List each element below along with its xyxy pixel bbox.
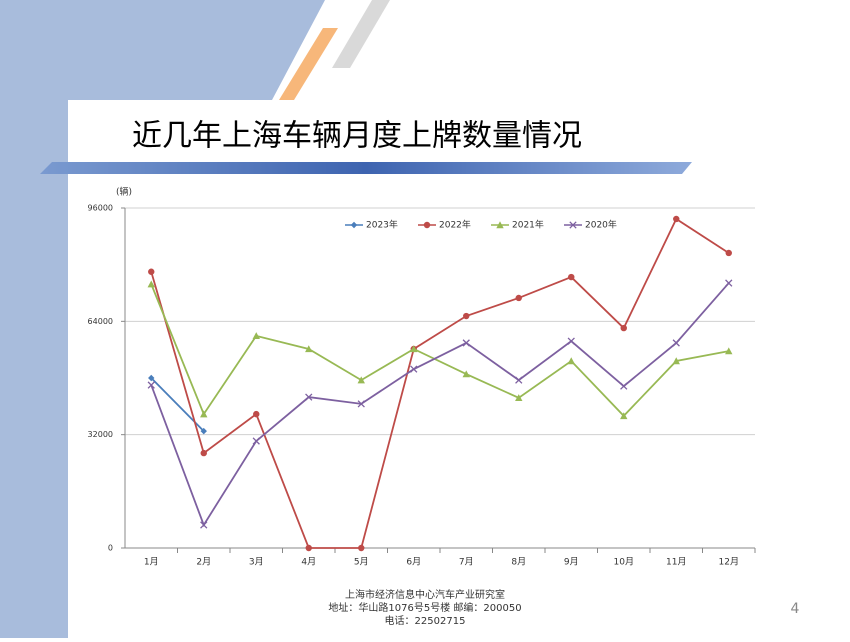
marker	[568, 273, 575, 281]
marker	[200, 521, 208, 529]
marker	[410, 345, 418, 353]
marker	[305, 393, 313, 401]
marker	[147, 381, 155, 389]
marker	[148, 268, 155, 275]
marker	[357, 376, 365, 384]
marker	[620, 382, 628, 390]
x-tick-label: 9月	[564, 557, 579, 568]
marker	[620, 412, 628, 420]
y-tick-label: 0	[108, 544, 113, 553]
marker	[357, 400, 365, 408]
marker	[515, 394, 523, 402]
y-axis-unit: (辆)	[116, 186, 132, 198]
marker	[462, 339, 470, 347]
x-tick-label: 4月	[301, 557, 316, 568]
x-tick-label: 12月	[719, 557, 739, 568]
page-number: 4	[791, 601, 800, 617]
title-bar	[40, 162, 692, 174]
marker	[148, 374, 155, 382]
x-tick-label: 5月	[354, 557, 369, 568]
series-line	[150, 283, 729, 418]
y-tick-label: 32000	[88, 430, 113, 439]
x-tick-label: 10月	[614, 557, 634, 568]
marker	[725, 249, 732, 257]
marker	[200, 410, 208, 418]
marker	[725, 279, 733, 287]
y-tick-label: 96000	[88, 204, 113, 213]
legend-label: 2023年	[366, 219, 398, 231]
y-tick-label: 64000	[88, 317, 113, 326]
card	[68, 100, 850, 638]
x-tick-label: 7月	[459, 557, 474, 568]
series-line	[150, 282, 730, 528]
marker	[410, 365, 418, 373]
marker	[305, 345, 313, 353]
legend-marker	[350, 221, 358, 229]
series-line	[150, 217, 730, 549]
marker	[672, 357, 680, 365]
x-tick-label: 8月	[511, 557, 526, 568]
marker	[515, 376, 523, 384]
legend-label: 2021年	[512, 219, 544, 231]
side-band	[0, 0, 325, 638]
marker	[200, 449, 207, 457]
legend-label: 2020年	[585, 219, 617, 231]
marker	[147, 280, 155, 288]
x-tick-label: 2月	[196, 557, 211, 568]
footer-line: 上海市经济信息中心汽车产业研究室	[345, 588, 505, 601]
marker	[672, 339, 680, 347]
legend-marker	[569, 221, 577, 229]
marker	[620, 324, 627, 332]
title: 近几年上海车辆月度上牌数量情况	[132, 119, 582, 154]
marker	[567, 337, 575, 345]
grey-stripe	[332, 0, 390, 68]
legend-marker	[423, 221, 431, 229]
marker	[462, 370, 470, 378]
marker	[725, 347, 733, 355]
x-tick-label: 6月	[406, 557, 421, 568]
x-tick-label: 11月	[666, 557, 686, 568]
x-tick-label: 1月	[144, 557, 159, 568]
marker	[567, 357, 575, 365]
marker	[463, 312, 470, 320]
marker	[358, 544, 365, 552]
x-tick-label: 3月	[249, 557, 264, 568]
legend-marker	[496, 221, 504, 229]
legend-label: 2022年	[439, 219, 471, 231]
marker	[200, 427, 207, 435]
marker	[515, 294, 522, 302]
marker	[252, 332, 260, 340]
footer-line: 地址：华山路1076号5号楼 邮编：200050	[328, 601, 521, 614]
marker	[253, 410, 260, 418]
footer-line: 电话：22502715	[385, 614, 466, 627]
orange-stripe	[279, 28, 338, 100]
marker	[673, 215, 680, 223]
marker	[305, 544, 312, 552]
marker	[252, 437, 260, 445]
